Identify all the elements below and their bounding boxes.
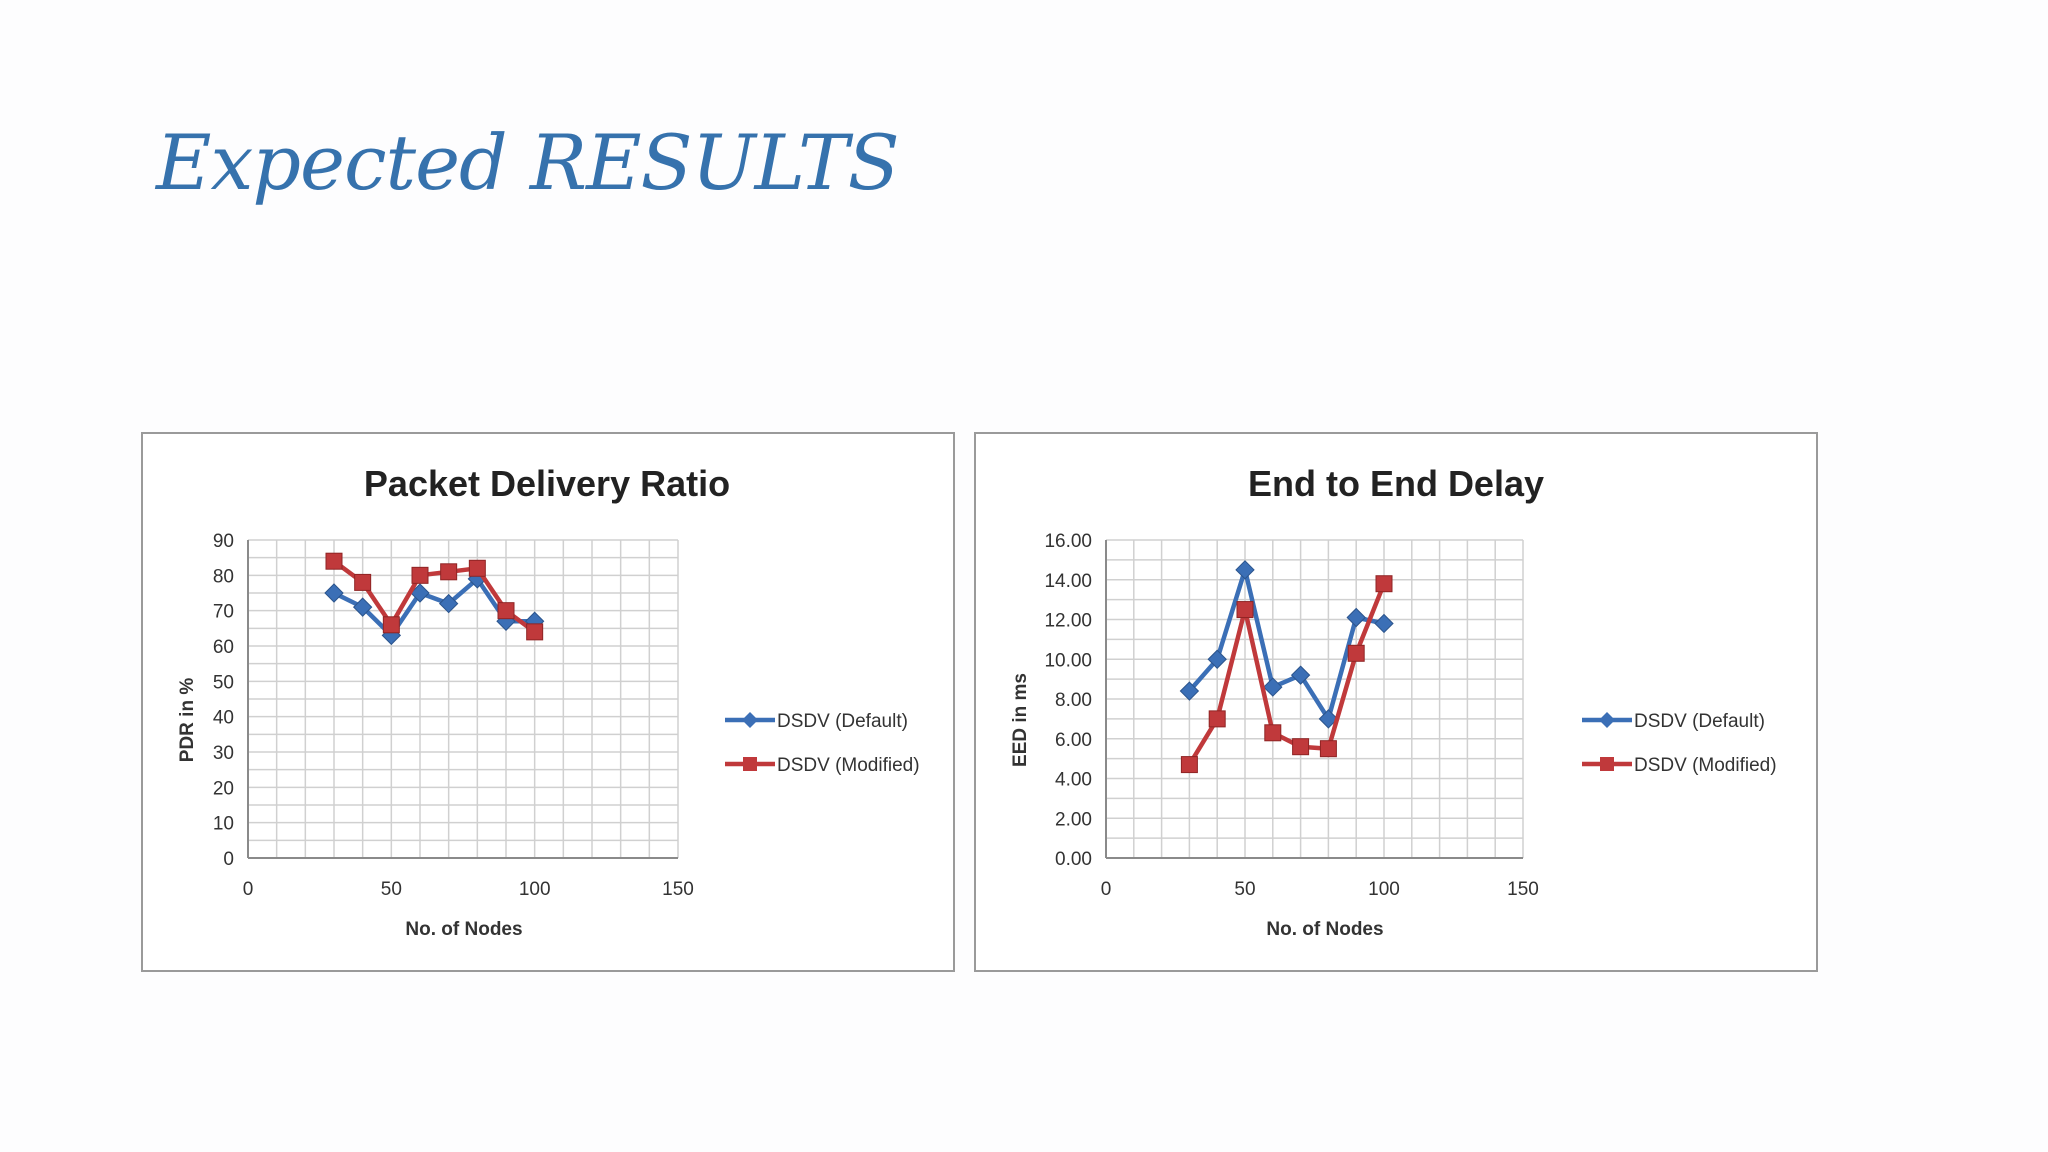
- data-point: [1235, 560, 1255, 580]
- y-tick-label: 70: [213, 602, 234, 623]
- data-point: [468, 559, 486, 577]
- x-tick-label: 0: [1101, 879, 1112, 900]
- series-line: [1187, 582, 1387, 766]
- x-tick-label: 100: [1368, 879, 1400, 900]
- data-point: [1374, 613, 1394, 634]
- y-tick-label: 30: [213, 743, 234, 764]
- data-point: [1207, 649, 1227, 669]
- y-tick-label: 0.00: [1055, 849, 1092, 870]
- data-point: [411, 566, 429, 584]
- data-point: [325, 552, 343, 570]
- data-point: [526, 623, 544, 641]
- x-axis-label: No. of Nodes: [1266, 919, 1383, 940]
- y-axis-label: PDR in %: [177, 678, 198, 763]
- y-tick-label: 2.00: [1055, 809, 1092, 830]
- data-point: [1347, 644, 1365, 662]
- data-point: [497, 602, 515, 620]
- legend-marker: [1599, 712, 1615, 728]
- data-point: [1375, 575, 1393, 593]
- data-point: [324, 583, 344, 603]
- data-point: [1319, 740, 1337, 758]
- y-tick-label: 0: [223, 849, 234, 870]
- y-tick-label: 10.00: [1044, 650, 1092, 671]
- y-tick-label: 14.00: [1044, 571, 1092, 592]
- y-tick-label: 8.00: [1055, 690, 1092, 711]
- series-line: [1187, 567, 1385, 722]
- data-point: [1263, 677, 1283, 697]
- slide-title: Expected RESULTS: [156, 118, 900, 207]
- x-tick-label: 50: [1234, 879, 1255, 900]
- pdr-chart: Packet Delivery Ratio 0 10 20 30 40 50 60 70 80 9…: [177, 463, 920, 940]
- data-point: [1208, 710, 1226, 728]
- y-tick-label: 90: [213, 531, 234, 552]
- data-point: [1180, 756, 1198, 774]
- y-tick-label: 20: [213, 778, 234, 799]
- y-tick-label: 4.00: [1055, 770, 1092, 791]
- data-point: [1318, 709, 1339, 729]
- x-tick-label: 100: [519, 879, 551, 900]
- x-tick-label: 0: [243, 879, 254, 900]
- legend-label: DSDV (Modified): [1634, 755, 1777, 776]
- legend-marker: [743, 757, 757, 771]
- data-point: [1346, 607, 1366, 628]
- x-tick-label: 150: [662, 879, 694, 900]
- y-tick-label: 12.00: [1044, 611, 1092, 632]
- data-point: [1236, 601, 1254, 619]
- legend-marker: [1600, 757, 1614, 771]
- y-tick-label: 80: [213, 566, 234, 587]
- data-point: [354, 573, 372, 591]
- data-point: [1290, 665, 1311, 685]
- legend-label: DSDV (Default): [1634, 711, 1765, 732]
- y-tick-label: 60: [213, 637, 234, 658]
- data-point: [438, 593, 459, 614]
- chart-title: End to End Delay: [1248, 463, 1544, 504]
- y-axis-label: EED in ms: [1010, 673, 1031, 767]
- legend-label: DSDV (Default): [777, 711, 908, 732]
- eed-chart: End to End Delay 0.00 2.00 4.00 6.00 8.00 10.…: [1010, 463, 1777, 940]
- y-tick-label: 50: [213, 672, 234, 693]
- x-tick-label: 50: [381, 879, 402, 900]
- legend-label: DSDV (Modified): [777, 755, 920, 776]
- data-point: [440, 563, 458, 581]
- data-point: [382, 616, 400, 634]
- y-tick-label: 6.00: [1055, 730, 1092, 751]
- legend-marker: [742, 712, 758, 728]
- pdr-chart-panel: Packet Delivery Ratio 0 10 20 30 40 50 60 70 80 9…: [141, 432, 955, 972]
- y-tick-label: 40: [213, 708, 234, 729]
- data-point: [1292, 738, 1310, 756]
- x-axis-label: No. of Nodes: [405, 919, 522, 940]
- data-point: [1179, 681, 1200, 701]
- eed-chart-panel: End to End Delay 0.00 2.00 4.00 6.00 8.00 10.…: [974, 432, 1818, 972]
- y-tick-label: 10: [213, 814, 234, 835]
- data-point: [352, 597, 373, 617]
- y-tick-label: 16.00: [1044, 531, 1092, 552]
- x-tick-label: 150: [1507, 879, 1539, 900]
- chart-title: Packet Delivery Ratio: [364, 463, 730, 504]
- data-point: [1264, 724, 1282, 742]
